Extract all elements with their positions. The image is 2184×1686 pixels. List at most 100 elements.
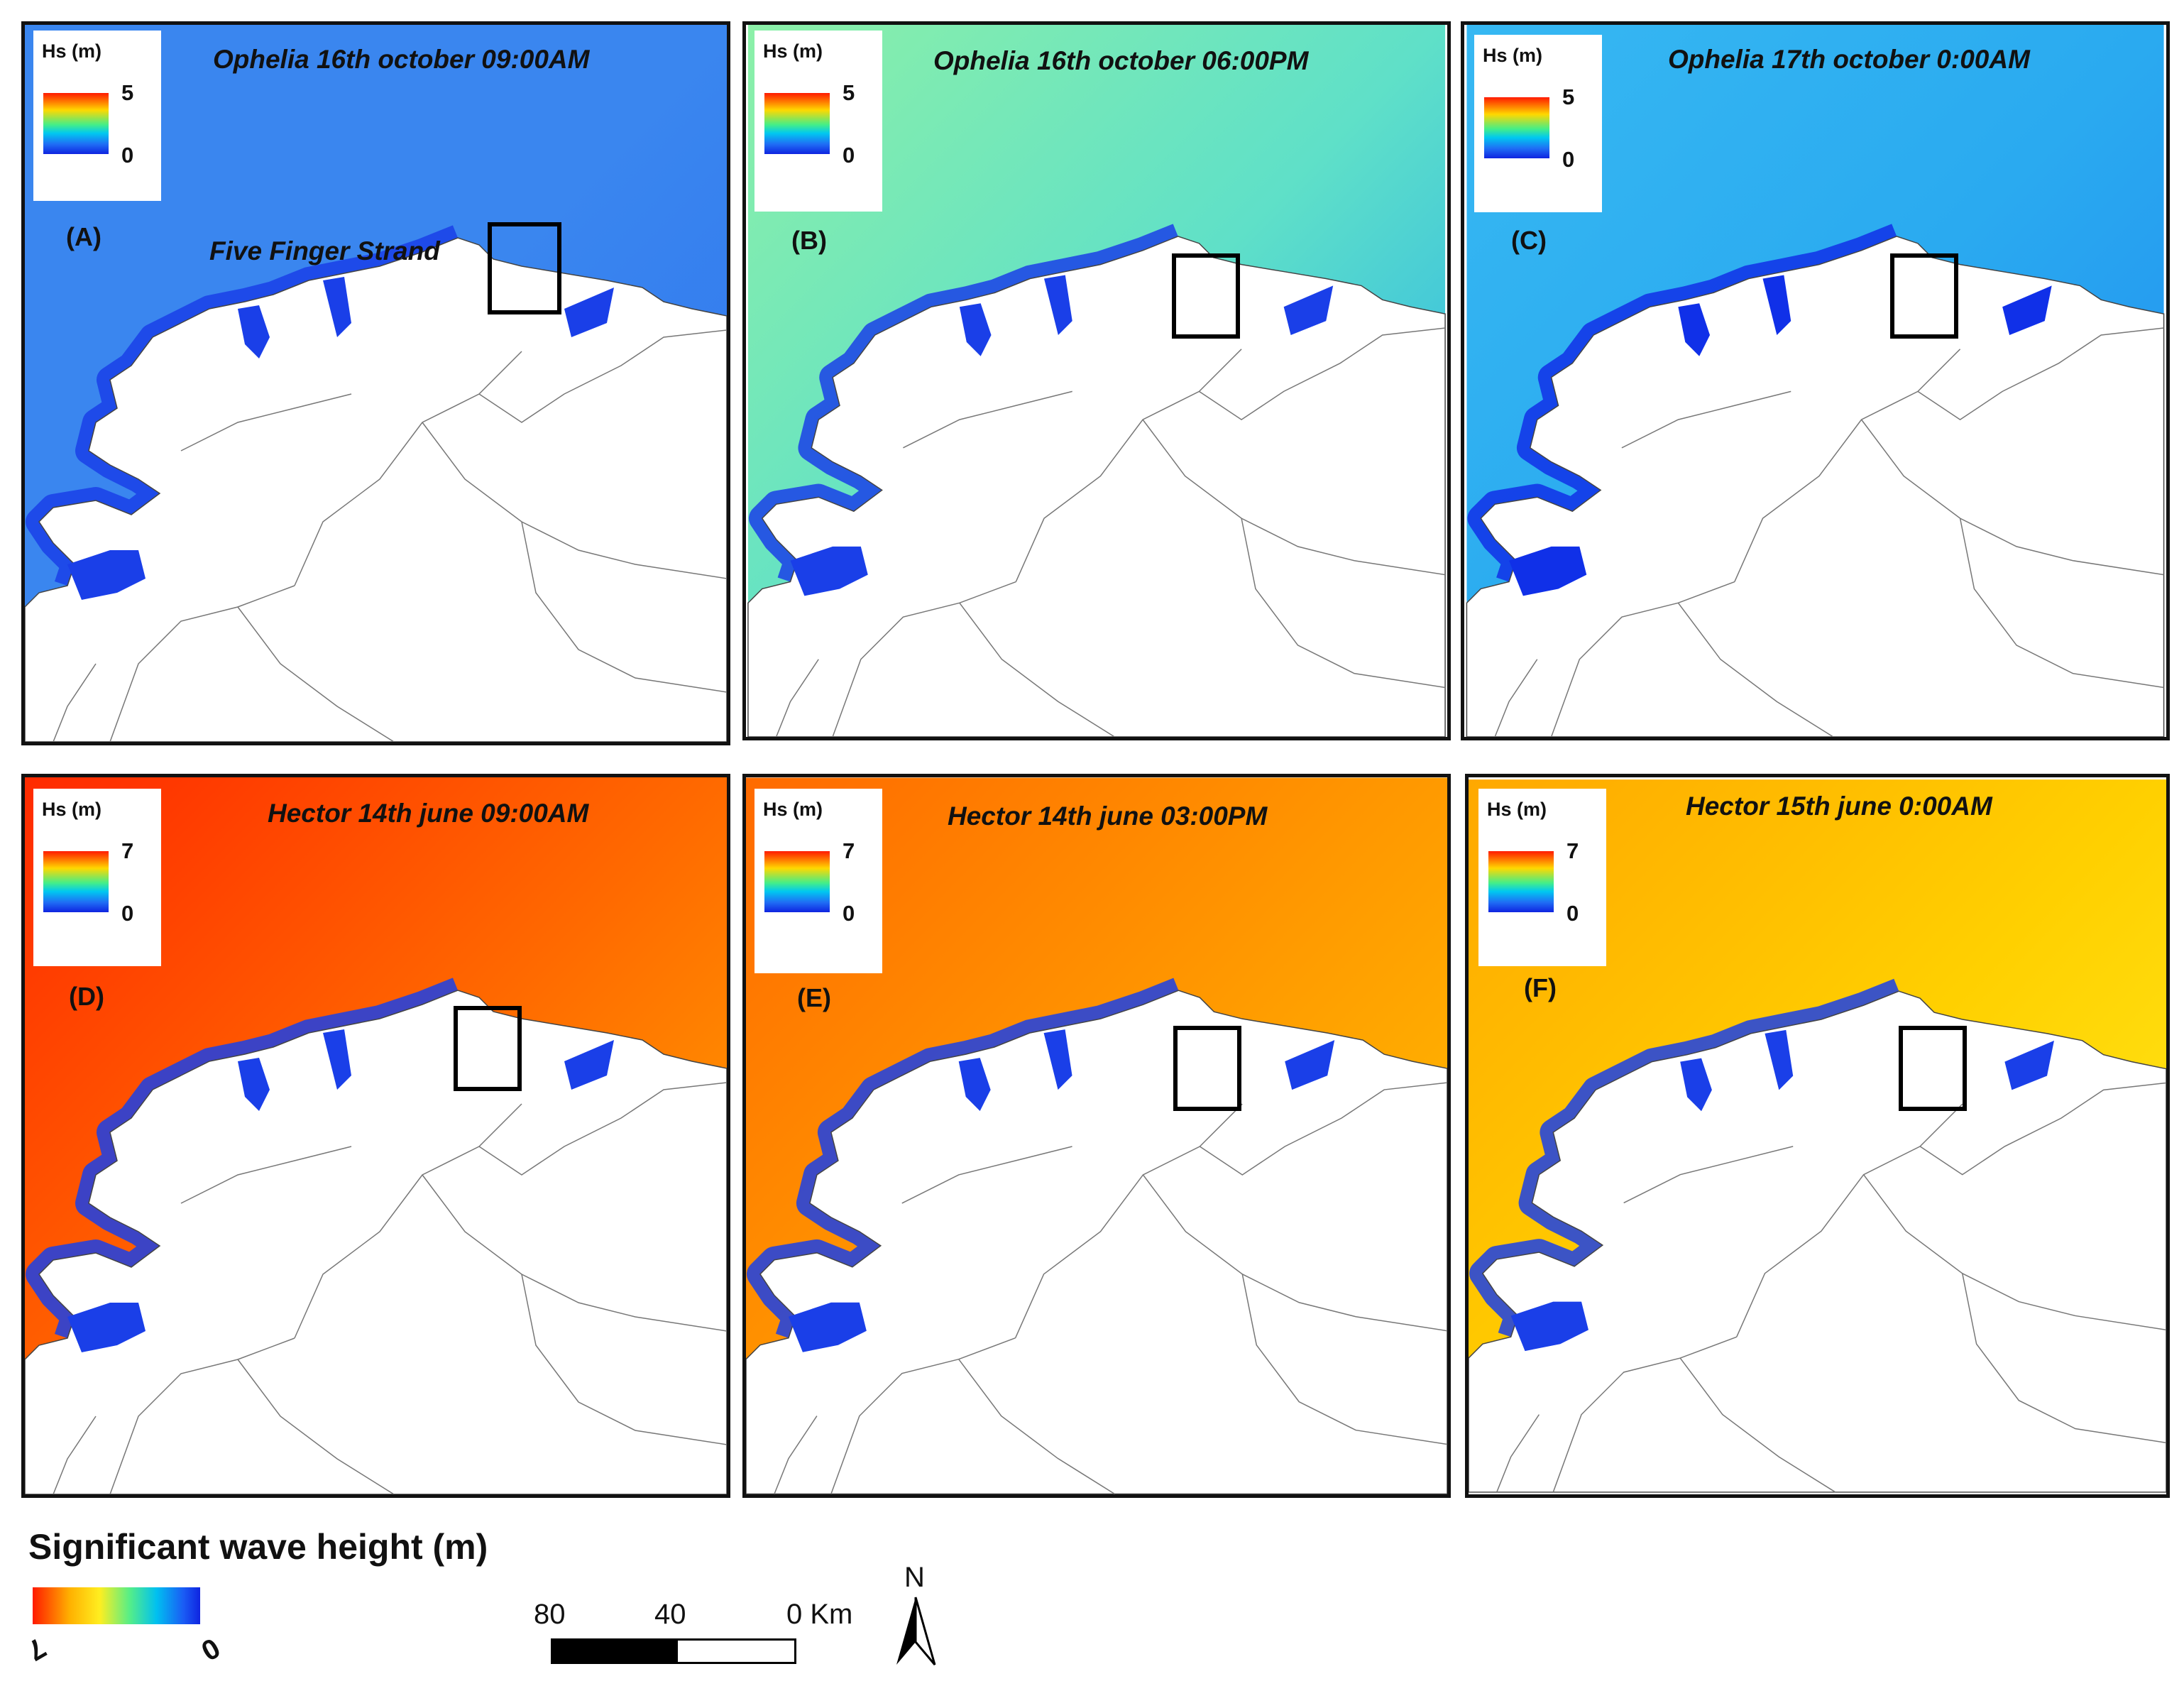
- legend-color-ramp: [43, 93, 109, 154]
- county-boundary: [1199, 327, 1446, 421]
- legend-title: Hs (m): [763, 799, 823, 820]
- county-boundary: [1199, 1082, 1447, 1176]
- map-panel-d: Hs (m) 7 0 Hector 14th june 09:00AM (D): [21, 774, 730, 1498]
- panel-letter-f: (F): [1524, 973, 1557, 1002]
- map-canvas-d: [25, 777, 727, 1494]
- bay-inlet: [2004, 1040, 2054, 1090]
- legend-min: 0: [843, 143, 855, 168]
- county-boundary: [774, 1416, 818, 1494]
- bay-inlet: [1509, 546, 1587, 596]
- county-boundary: [903, 390, 1072, 449]
- scale-bar-white-segment: [676, 1638, 796, 1664]
- legend-min: 0: [1566, 901, 1579, 926]
- map-panel-c: Hs (m) 5 0 Ophelia 17th october 0:00AM (…: [1461, 21, 2170, 740]
- county-boundary: [53, 1416, 97, 1494]
- main-legend-title: Significant wave height (m): [28, 1527, 488, 1567]
- study-area-box-e: [1173, 1026, 1241, 1111]
- panel-letter-b: (B): [791, 226, 827, 255]
- legend-max: 7: [843, 838, 855, 863]
- study-area-box-f: [1899, 1026, 1967, 1111]
- county-boundary: [1241, 1274, 1447, 1445]
- county-boundary: [1677, 602, 1834, 737]
- legend-title: Hs (m): [1487, 799, 1547, 820]
- study-area-box-c: [1890, 253, 1958, 339]
- scale-label-40: 40: [654, 1599, 686, 1630]
- bay-inlet: [67, 1303, 146, 1352]
- bay-inlet: [238, 305, 270, 358]
- study-area-box-b: [1172, 253, 1240, 339]
- scale-bar-black-segment: [551, 1638, 676, 1664]
- county-boundary: [294, 351, 522, 586]
- bay-inlet: [958, 1058, 991, 1112]
- county-boundary: [1734, 349, 1961, 582]
- county-boundary: [959, 602, 1115, 737]
- county-boundary: [422, 422, 727, 579]
- place-label-five-finger-strand: Five Finger Strand: [209, 236, 440, 266]
- panel-title-f: Hector 15th june 0:00AM: [1686, 792, 1992, 821]
- panel-title-e: Hector 14th june 03:00PM: [948, 801, 1268, 831]
- bay-inlet: [564, 1040, 614, 1090]
- county-boundary: [1015, 349, 1242, 582]
- bay-inlet: [67, 550, 146, 600]
- panel-legend-a: Hs (m) 5 0: [33, 31, 161, 201]
- county-boundary: [521, 521, 727, 693]
- main-legend-min: 0: [195, 1631, 226, 1667]
- map-panel-a: Hs (m) 5 0 Ophelia 16th october 09:00AM …: [21, 21, 730, 745]
- panel-letter-c: (C): [1511, 226, 1547, 255]
- map-panel-e: Hs (m) 7 0 Hector 14th june 03:00PM (E): [742, 774, 1451, 1498]
- county-boundary: [1959, 518, 2164, 689]
- map-panel-b: Hs (m) 5 0 Ophelia 16th october 06:00PM …: [742, 21, 1451, 740]
- legend-color-ramp: [764, 851, 830, 912]
- county-boundary: [832, 581, 1016, 737]
- legend-color-ramp: [1484, 97, 1549, 158]
- legend-min: 0: [843, 901, 855, 926]
- bay-inlet: [323, 277, 351, 337]
- panel-legend-d: Hs (m) 7 0: [33, 789, 161, 966]
- panel-letter-d: (D): [69, 982, 104, 1011]
- county-boundary: [180, 1146, 352, 1204]
- legend-max: 7: [121, 838, 134, 863]
- panel-title-b: Ophelia 16th october 06:00PM: [933, 46, 1309, 75]
- legend-color-ramp: [43, 851, 109, 912]
- bay-inlet: [1510, 1301, 1588, 1352]
- bay-inlet: [1043, 1029, 1072, 1090]
- county-boundary: [1241, 518, 1446, 689]
- panel-letter-e: (E): [797, 983, 831, 1012]
- county-boundary: [1919, 1082, 2166, 1176]
- county-boundary: [830, 1337, 1016, 1494]
- legend-min: 0: [1562, 147, 1575, 172]
- scale-label-80: 80: [534, 1599, 566, 1630]
- county-boundary: [775, 659, 819, 737]
- county-boundary: [180, 393, 352, 451]
- bay-inlet: [1283, 285, 1334, 335]
- legend-title: Hs (m): [763, 40, 823, 62]
- bay-inlet: [1044, 275, 1072, 335]
- county-boundary: [1679, 1357, 1836, 1493]
- county-boundary: [1917, 327, 2164, 421]
- county-boundary: [422, 1174, 727, 1332]
- county-boundary: [1621, 390, 1791, 449]
- county-boundary: [478, 1082, 727, 1176]
- panel-legend-f: Hs (m) 7 0: [1478, 789, 1606, 966]
- north-label: N: [904, 1562, 925, 1593]
- county-boundary: [1623, 1146, 1794, 1204]
- bay-inlet: [788, 1302, 867, 1352]
- panel-legend-e: Hs (m) 7 0: [754, 789, 882, 973]
- bay-inlet: [238, 1058, 270, 1111]
- bay-inlet: [1680, 1058, 1712, 1112]
- legend-title: Hs (m): [42, 799, 102, 820]
- county-boundary: [1860, 419, 2164, 576]
- legend-title: Hs (m): [1483, 45, 1543, 66]
- legend-title: Hs (m): [42, 40, 102, 62]
- map-canvas-b: [747, 25, 1446, 737]
- map-canvas-a: [25, 25, 727, 742]
- legend-min: 0: [121, 143, 134, 168]
- panel-title-a: Ophelia 16th october 09:00AM: [213, 45, 590, 74]
- county-boundary: [1550, 581, 1735, 737]
- bay-inlet: [1762, 275, 1791, 335]
- county-boundary: [1736, 1103, 1963, 1337]
- bay-inlet: [1765, 1029, 1794, 1090]
- map-panel-f: Hs (m) 7 0 Hector 15th june 0:00AM (F): [1465, 774, 2170, 1498]
- legend-max: 7: [1566, 838, 1579, 863]
- county-boundary: [109, 1337, 295, 1494]
